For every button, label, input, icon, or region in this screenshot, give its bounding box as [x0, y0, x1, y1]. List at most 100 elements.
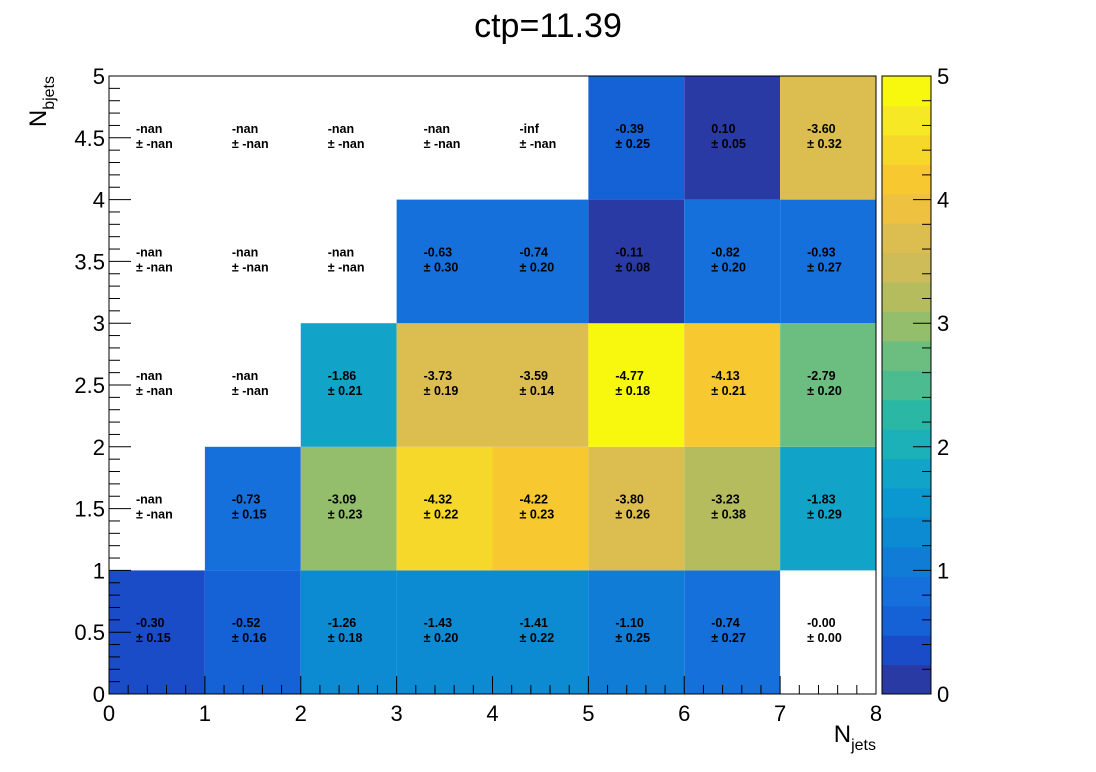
heatmap-cell	[588, 199, 685, 324]
cell-value-label: -0.63	[424, 245, 453, 259]
colorbar-segment	[882, 517, 931, 548]
cell-value-label: -nan	[328, 245, 354, 259]
heatmap-cell	[396, 446, 493, 571]
cell-value-label: -0.74	[520, 245, 549, 259]
x-axis-tick-labels: 0 1 2 3 4 5 6 7 8	[103, 701, 882, 726]
heatmap-cell	[684, 446, 781, 571]
heatmap-cell	[588, 323, 685, 447]
cell-error-label: ± 0.29	[807, 508, 842, 522]
colorbar-segment	[882, 429, 931, 460]
cell-value-label: -0.82	[711, 245, 740, 259]
cell-value-label: -nan	[232, 122, 258, 136]
cell-value-label: -3.80	[615, 493, 644, 507]
colorbar-tick-label: 1	[937, 558, 949, 583]
heatmap-cell	[300, 323, 397, 447]
cell-value-label: -0.73	[232, 493, 261, 507]
cell-value-label: -nan	[232, 369, 258, 383]
cell-error-label: ± -nan	[232, 260, 269, 274]
cell-error-label: ± -nan	[136, 137, 173, 151]
axis-ticks	[108, 75, 877, 695]
cell-value-label: -0.52	[232, 616, 261, 630]
cell-value-label: -1.43	[424, 616, 453, 630]
cell-error-label: ± -nan	[136, 384, 173, 398]
cell-value-label: -4.13	[711, 369, 740, 383]
y-axis-title-sub: bjets	[41, 76, 58, 110]
cell-error-label: ± -nan	[136, 260, 173, 274]
colorbar-tick-label: 0	[937, 682, 949, 707]
heatmap-cell	[780, 446, 876, 571]
colorbar-segment	[882, 164, 931, 195]
colorbar-tick-label: 3	[937, 311, 949, 336]
cell-value-label: -0.00	[807, 616, 836, 630]
chart-title: ctp=11.39	[474, 7, 622, 45]
cell-value-label: -3.73	[424, 369, 453, 383]
cell-error-label: ± 0.26	[615, 508, 650, 522]
cell-error-label: ± 0.05	[711, 137, 746, 151]
cell-error-label: ± 0.38	[711, 508, 746, 522]
cell-value-label: -1.41	[520, 616, 549, 630]
y-tick-label: 2.5	[74, 373, 105, 398]
cell-error-label: ± 0.22	[520, 631, 555, 645]
y-tick-label: 2	[93, 435, 105, 460]
x-tick-label: 4	[486, 701, 498, 726]
heatmap-cell	[780, 323, 876, 447]
cell-error-label: ± 0.20	[807, 384, 842, 398]
cell-error-label: ± -nan	[424, 137, 461, 151]
y-tick-label: 4	[93, 188, 105, 213]
x-tick-label: 8	[870, 701, 882, 726]
cell-value-label: -3.59	[520, 369, 549, 383]
cell-value-label: -0.93	[807, 245, 836, 259]
heatmap-cell	[300, 570, 397, 694]
colorbar-segment	[882, 76, 931, 106]
cell-value-label: -nan	[136, 245, 162, 259]
cell-error-label: ± 0.00	[807, 631, 842, 645]
cell-value-label: -0.30	[136, 616, 165, 630]
y-tick-label: 3	[93, 311, 105, 336]
colorbar-segment	[882, 282, 931, 312]
heatmap-cell	[684, 199, 781, 324]
x-tick-label: 2	[295, 701, 307, 726]
cell-error-label: ± -nan	[328, 260, 365, 274]
cell-error-label: ± 0.14	[520, 384, 555, 398]
cell-value-label: -nan	[136, 369, 162, 383]
y-tick-label: 5	[93, 64, 105, 89]
colorbar-segment	[882, 605, 931, 636]
heatmap-cell	[684, 76, 781, 200]
cell-error-label: ± 0.18	[328, 631, 363, 645]
cell-error-label: ± -nan	[232, 137, 269, 151]
colorbar-segment	[882, 635, 931, 666]
cell-error-label: ± 0.21	[328, 384, 363, 398]
cell-error-label: ± -nan	[328, 137, 365, 151]
heatmap-cells	[109, 76, 876, 694]
cell-error-label: ± 0.25	[615, 631, 650, 645]
colorbar-tick-label: 2	[937, 435, 949, 460]
cell-value-label: -0.39	[615, 122, 644, 136]
cell-error-label: ± -nan	[232, 384, 269, 398]
colorbar-segment	[882, 458, 931, 489]
heatmap-cell	[204, 446, 301, 571]
cell-value-label: -nan	[232, 245, 258, 259]
heatmap-cell	[588, 570, 685, 694]
x-tick-label: 6	[678, 701, 690, 726]
heatmap-cell	[492, 323, 589, 447]
cell-error-label: ± 0.20	[424, 631, 459, 645]
colorbar-segment	[882, 546, 931, 577]
color-scale-bar	[881, 75, 932, 695]
colorbar-segment	[882, 576, 931, 607]
colorbar-segment	[882, 252, 931, 283]
cell-value-label: -4.22	[520, 493, 549, 507]
colorbar-segment	[882, 488, 931, 518]
cell-value-label: -1.10	[615, 616, 644, 630]
heatmap-cell	[204, 570, 301, 694]
y-tick-label: 0.5	[74, 620, 105, 645]
colorbar-tick-label: 5	[937, 64, 949, 89]
cell-error-label: ± 0.30	[424, 260, 459, 274]
cell-value-label: -nan	[136, 493, 162, 507]
heatmap-cell	[780, 199, 876, 324]
heatmap-cell	[396, 199, 493, 324]
y-axis-title: Nbjets	[25, 76, 58, 127]
x-axis-title: Njets	[834, 721, 876, 754]
colorbar-segment	[882, 193, 931, 224]
cell-error-label: ± 0.19	[424, 384, 459, 398]
